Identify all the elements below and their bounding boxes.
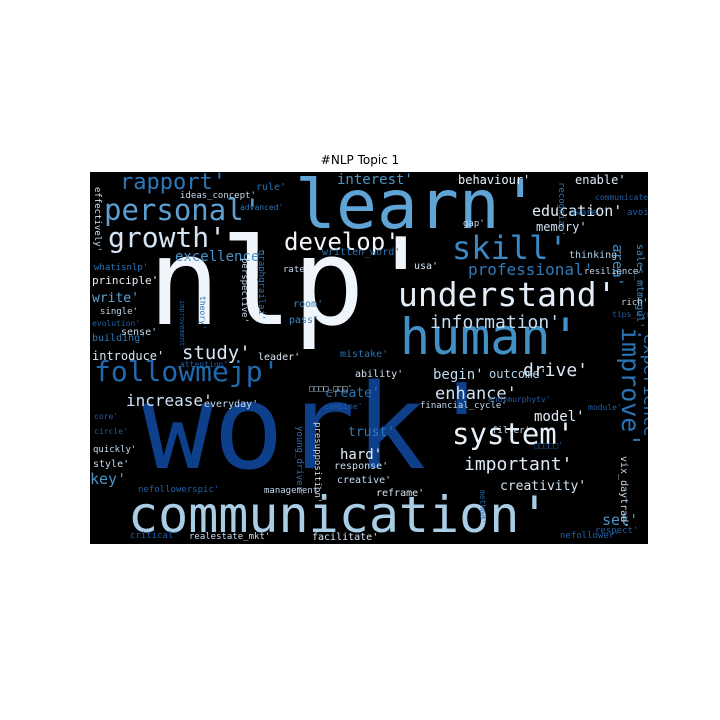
word-increase: increase' <box>126 391 213 410</box>
word-theory: theory' <box>198 296 207 330</box>
word-filter: filter' <box>492 426 530 436</box>
word-response: response' <box>334 461 389 472</box>
word-leader: leader' <box>258 352 301 363</box>
word-advanced: advanced' <box>240 203 284 212</box>
word-everyday: everyday' <box>204 399 259 410</box>
word-pass: pass' <box>289 315 320 326</box>
word-cloud: work' nlp' communication' learn' human' under… <box>90 172 648 544</box>
word-personal: personal' <box>104 193 262 227</box>
word-quickly: quickly' <box>93 445 137 455</box>
word-single: single' <box>100 307 138 317</box>
word-model: model' <box>534 409 585 425</box>
word-effectively: effectively' <box>92 187 102 253</box>
word-avoid: avoid' <box>627 208 648 218</box>
word-excellence: excellence' <box>175 249 268 265</box>
word-perspective: perspective' <box>239 258 249 324</box>
word-rate: rate' <box>283 265 311 275</box>
word-attention: attention' <box>180 360 229 369</box>
word-rich: rich' <box>621 298 648 308</box>
word-sense: sense' <box>121 327 158 338</box>
word-information: information' <box>430 312 561 333</box>
word-memory: memory' <box>536 220 587 234</box>
word-principle: principle' <box>92 274 159 287</box>
word-communicate: communicate' <box>595 193 648 202</box>
word-begin: begin' <box>433 367 484 383</box>
word-creative: creative' <box>337 475 392 486</box>
word-human: human' <box>400 308 581 366</box>
word-whatisnlp: whatisnlp' <box>94 263 149 273</box>
word-improvement: improvement' <box>178 300 186 351</box>
word-study: study' <box>182 342 251 364</box>
word-combine: combine' <box>324 402 363 411</box>
word-glyphs: □□□□_□□□' <box>309 384 353 393</box>
word-followmejp: followmejp' <box>94 355 280 388</box>
word-nefollower: nefollower' <box>560 531 620 541</box>
word-reframe: reframe' <box>376 488 425 499</box>
word-drive: drive' <box>523 360 589 381</box>
word-written-word: written_word' <box>322 247 401 258</box>
word-education: education' <box>532 202 623 220</box>
word-introduce: introduce' <box>92 349 165 363</box>
word-core: core' <box>94 412 119 421</box>
word-behaviour: behaviour' <box>458 173 531 187</box>
word-system: system' <box>452 417 575 451</box>
word-professional: professional' <box>468 260 594 279</box>
word-important: important' <box>464 454 573 475</box>
word-glyphs: □□□□□' <box>534 441 563 450</box>
chart-title: #NLP Topic 1 <box>320 153 400 167</box>
word-aware: aware' <box>570 208 603 218</box>
word-rapport: rapport' <box>120 172 226 195</box>
word-work: work' <box>142 358 498 496</box>
word-module: module' <box>588 403 622 412</box>
word-circle: circle' <box>94 427 128 436</box>
word-management: management' <box>264 486 324 496</box>
word-trust: trust' <box>348 425 395 440</box>
word-develop: develop' <box>284 228 400 256</box>
word-vix-daytrad: vix_daytrad' <box>618 456 629 529</box>
word-creativity: creativity' <box>500 479 587 494</box>
word-interest: interest' <box>337 172 413 188</box>
word-skill: skill' <box>452 229 568 267</box>
word-understand: understand' <box>398 275 617 314</box>
word-gap: gap' <box>463 219 485 229</box>
word-financial-cycle: financial_cycle' <box>420 401 507 411</box>
word-communication: communication' <box>128 486 550 544</box>
word-growth: growth' <box>108 221 227 254</box>
word-ideas-concept: ideas_concept' <box>180 191 256 201</box>
word-evolution: evolution' <box>92 319 141 328</box>
word-nlp: nlp' <box>148 214 437 353</box>
word-andymurphytv: andymurphytv' <box>488 395 551 404</box>
word-building: building' <box>92 333 147 344</box>
word-enable: enable' <box>575 173 626 187</box>
word-resilience: resilience' <box>584 267 644 277</box>
word-thinking: thinking' <box>569 250 624 261</box>
word-method: method' <box>478 490 487 524</box>
word-enhance: enhance' <box>435 384 517 404</box>
word-tips-nyse: tips_nyse' <box>612 310 648 319</box>
word-ability: ability' <box>355 369 404 380</box>
word-key: key' <box>90 470 127 488</box>
word-experience: experience' <box>639 334 648 447</box>
word-mistake: mistake' <box>340 349 389 360</box>
word-style: style' <box>93 459 130 470</box>
word-write: write' <box>92 291 139 306</box>
word-usa: usa' <box>414 261 439 272</box>
word-graphgrailai: graphgrailai' <box>256 250 266 321</box>
word-critical: critical' <box>130 531 179 541</box>
word-realestate-mkt: realestate_mkt' <box>189 532 271 542</box>
word-set: set' <box>602 511 639 529</box>
word-rule: rule' <box>256 182 287 193</box>
word-nefollowerspic: nefollowerspic' <box>138 485 220 495</box>
word-outcome: outcome' <box>489 367 547 381</box>
word-recognize: recognize' <box>556 182 566 237</box>
word-room: room' <box>293 299 324 310</box>
word-respect: respect' <box>595 526 639 536</box>
word-create: create' <box>325 386 380 401</box>
word-facilitate: facilitate' <box>312 532 379 543</box>
word-learn: learn' <box>295 172 541 245</box>
word-hard: hard' <box>340 447 383 463</box>
